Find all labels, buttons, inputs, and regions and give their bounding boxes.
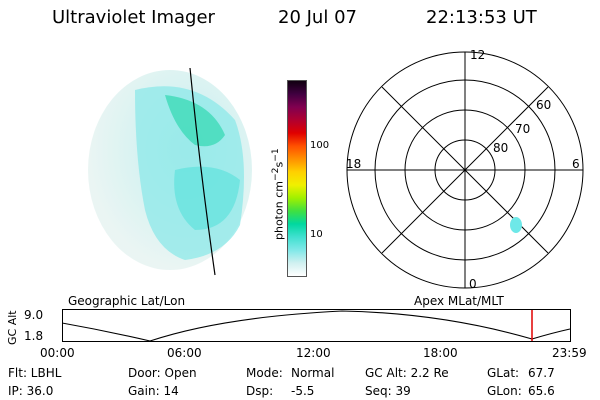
- auroral-region-lower: [174, 166, 240, 230]
- colorbar-unit-exp1: −2: [270, 167, 281, 182]
- instrument-title: Ultraviolet Imager: [52, 7, 215, 28]
- label-6: 6: [572, 157, 580, 171]
- door-field: Door: Open: [128, 366, 197, 380]
- glon-value: 65.6: [528, 384, 555, 398]
- colorbar-unit-exp2: −1: [270, 148, 281, 162]
- date-label: 20 Jul 07: [278, 7, 357, 28]
- glon-label: GLon:: [487, 384, 522, 398]
- label-18: 18: [346, 157, 361, 171]
- label-12: 12: [470, 48, 485, 62]
- colorbar-gradient: [288, 81, 306, 276]
- alt-xtick-2: 12:00: [296, 346, 331, 360]
- alt-ytick-bottom: 1.8: [24, 329, 44, 343]
- colorbar-unit-text: photon cm: [272, 181, 286, 240]
- glat-value: 67.7: [528, 366, 555, 380]
- mode-value: Normal: [291, 366, 335, 380]
- dsp-value: -5.5: [291, 384, 315, 398]
- auroral-spot: [510, 217, 522, 233]
- ip-field: IP: 36.0: [8, 384, 54, 398]
- alt-xtick-1: 06:00: [167, 346, 202, 360]
- alt-xtick-4: 23:59: [552, 346, 587, 360]
- mlt-line-diag2: [381, 86, 549, 254]
- colorbar-unit-s: s: [272, 161, 286, 168]
- dsp-label: Dsp:: [246, 384, 274, 398]
- time-label: 22:13:53 UT: [426, 7, 537, 28]
- colorbar-tick-100: 100: [310, 140, 330, 151]
- glat-label: GLat:: [487, 366, 520, 380]
- filter-field: Flt: LBHL: [8, 366, 62, 380]
- label-80: 80: [493, 141, 508, 155]
- colorbar-tick-10: 10: [310, 229, 323, 240]
- alt-xtick-0: 00:00: [40, 346, 75, 360]
- apex-label: Apex MLat/MLT: [414, 294, 504, 308]
- alt-xtick-3: 18:00: [423, 346, 458, 360]
- colorbar-unit-label: photon cm−2s−1: [270, 148, 286, 240]
- label-0: 0: [469, 277, 477, 291]
- gc-alt-field: GC Alt: 2.2 Re: [365, 366, 449, 380]
- label-60: 60: [536, 98, 551, 112]
- mode-label: Mode:: [246, 366, 283, 380]
- alt-plot-frame: [62, 309, 571, 342]
- gain-field: Gain: 14: [128, 384, 179, 398]
- geographic-image: [88, 67, 252, 276]
- polar-grid: 12 18 6 0 60 70 80: [346, 48, 584, 291]
- altitude-curve: [62, 310, 571, 342]
- alt-ylabel: GC Alt: [6, 310, 19, 345]
- altitude-plot: [62, 309, 571, 342]
- alt-ytick-top: 9.0: [24, 308, 44, 322]
- colorbar: [287, 80, 307, 277]
- seq-field: Seq: 39: [365, 384, 411, 398]
- terminator-line: [189, 67, 216, 276]
- geographic-label: Geographic Lat/Lon: [68, 294, 186, 308]
- label-70: 70: [515, 122, 530, 136]
